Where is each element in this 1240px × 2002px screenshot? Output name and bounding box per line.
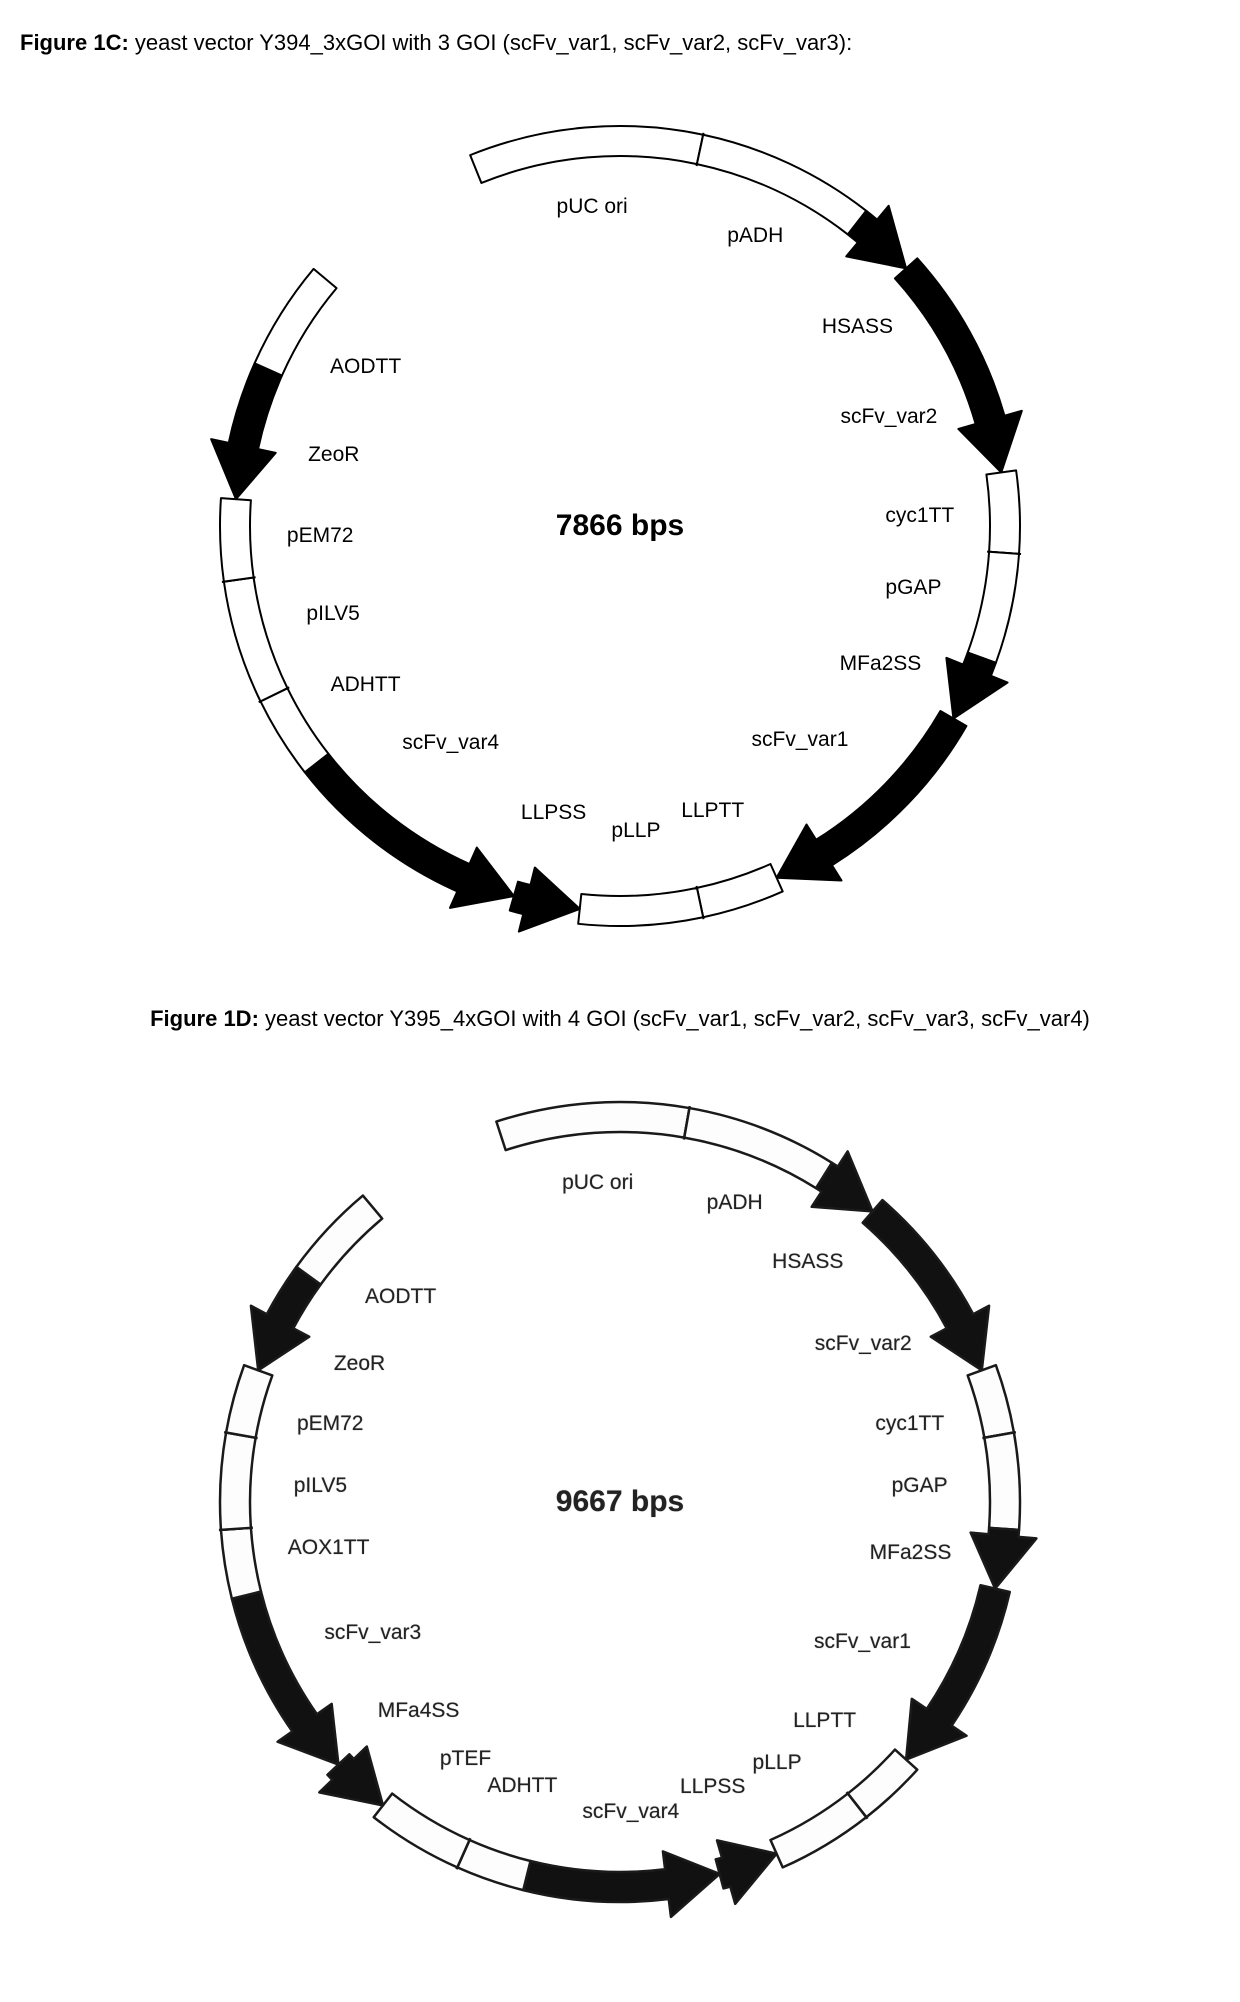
plasmid-feature	[496, 1102, 689, 1150]
feature-label: ZeoR	[334, 1352, 385, 1376]
feature-label: LLPSS	[680, 1775, 745, 1799]
plasmid-feature	[457, 1840, 530, 1890]
feature-label: scFv_var1	[752, 728, 849, 752]
plasmid-feature	[374, 1794, 470, 1868]
plasmid-feature	[224, 577, 288, 701]
feature-label: pTEF	[440, 1747, 491, 1771]
feature-label: pLLP	[611, 819, 660, 843]
feature-label: AODTT	[365, 1285, 436, 1309]
feature-label: pADH	[727, 224, 783, 248]
figure-title-rest: yeast vector Y394_3xGOI with 3 GOI (scFv…	[129, 30, 852, 55]
feature-label: LLPTT	[793, 1709, 856, 1733]
plasmid-feature	[716, 1840, 777, 1903]
plasmid-feature	[296, 1196, 382, 1285]
feature-label: AODTT	[330, 355, 401, 379]
feature-label: pILV5	[306, 602, 359, 626]
feature-label: pEM72	[297, 1412, 364, 1436]
feature-label: scFv_var4	[582, 1800, 679, 1824]
feature-label: pUC ori	[562, 1171, 633, 1195]
plasmid-feature	[255, 269, 337, 376]
plasmid-feature	[226, 1365, 272, 1438]
feature-label: scFv_var2	[840, 405, 937, 429]
feature-label: HSASS	[772, 1250, 843, 1274]
feature-label: MFa2SS	[870, 1541, 952, 1565]
figure-title-bold: Figure 1D:	[150, 1006, 259, 1031]
feature-label: MFa4SS	[378, 1699, 460, 1723]
feature-label: scFv_var3	[324, 1621, 421, 1645]
feature-label: ZeoR	[308, 443, 359, 467]
plasmid-feature	[510, 868, 580, 932]
plasmid-feature	[251, 1267, 321, 1370]
plasmid-feature	[470, 126, 703, 183]
figure-title: Figure 1D: yeast vector Y395_4xGOI with …	[20, 1006, 1220, 1032]
plasmid-feature	[968, 1365, 1014, 1438]
feature-label: pGAP	[885, 576, 941, 600]
plasmid-feature	[578, 888, 703, 926]
plasmid-map: pUC ori pADH HSASS scFv_var2 cyc1TT pGAP MFa2S…	[170, 1052, 1070, 1952]
plasmid-feature	[232, 1592, 339, 1765]
plasmid-size-label: 9667 bps	[556, 1485, 684, 1519]
feature-label: cyc1TT	[885, 504, 954, 528]
feature-label: scFv_var2	[815, 1332, 912, 1356]
plasmid-feature	[697, 864, 783, 917]
plasmid-feature	[986, 470, 1020, 554]
feature-label: pLLP	[753, 1751, 802, 1775]
plasmid-feature	[971, 1528, 1037, 1589]
plasmid-feature	[697, 135, 866, 235]
feature-label: pEM72	[287, 524, 354, 548]
feature-label: LLPSS	[521, 801, 586, 825]
plasmid-feature	[906, 1585, 1010, 1759]
plasmid-feature	[523, 1851, 719, 1917]
plasmid-feature	[220, 498, 254, 582]
feature-label: pILV5	[294, 1474, 347, 1498]
plasmid-feature	[684, 1108, 832, 1188]
feature-label: pUC ori	[557, 195, 628, 219]
plasmid-feature	[305, 754, 514, 908]
plasmid-feature	[260, 688, 328, 772]
figure-title: Figure 1C: yeast vector Y394_3xGOI with …	[20, 30, 1220, 56]
plasmid-feature	[220, 1433, 256, 1530]
figure-title-rest: yeast vector Y395_4xGOI with 4 GOI (scFv…	[259, 1006, 1090, 1031]
feature-label: MFa2SS	[840, 652, 922, 676]
plasmid-feature	[221, 1528, 261, 1599]
feature-label: HSASS	[822, 315, 893, 339]
figure-title-bold: Figure 1C:	[20, 30, 129, 55]
feature-label: AOX1TT	[288, 1536, 370, 1560]
plasmid-feature	[770, 1794, 866, 1868]
feature-label: LLPTT	[681, 799, 744, 823]
feature-label: pGAP	[892, 1474, 948, 1498]
feature-label: ADHTT	[487, 1774, 557, 1798]
feature-label: ADHTT	[331, 673, 401, 697]
plasmid-map: pUC ori pADH HSASS scFv_var2 cyc1TT pGAP MFa2S…	[170, 76, 1070, 976]
feature-label: scFv_var1	[814, 1630, 911, 1654]
feature-label: scFv_var4	[402, 731, 499, 755]
plasmid-feature	[968, 552, 1019, 663]
feature-label: cyc1TT	[875, 1412, 944, 1436]
plasmid-feature	[895, 258, 1022, 472]
plasmid-feature	[211, 363, 282, 499]
plasmid-feature	[984, 1433, 1020, 1530]
plasmid-feature	[946, 653, 1007, 719]
feature-label: pADH	[707, 1191, 763, 1215]
plasmid-size-label: 7866 bps	[556, 509, 684, 543]
